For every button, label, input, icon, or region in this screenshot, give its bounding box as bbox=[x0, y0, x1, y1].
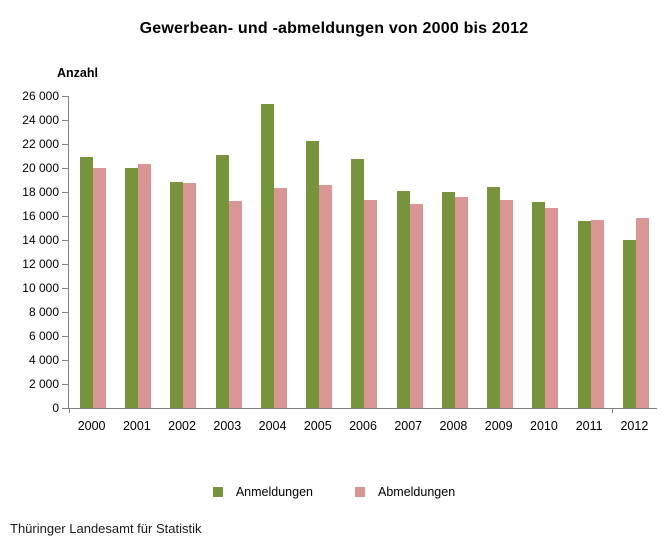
y-tick bbox=[62, 143, 68, 145]
x-axis-label-2006: 2006 bbox=[349, 419, 377, 433]
y-tick-label: 16 000 bbox=[22, 209, 59, 223]
x-axis-label-2007: 2007 bbox=[394, 419, 423, 433]
bar-anmeldungen-2011 bbox=[577, 221, 591, 408]
y-tick bbox=[62, 167, 68, 169]
bar-abmeldungen-2006 bbox=[364, 200, 378, 408]
legend-item-abmeldungen: Abmeldungen bbox=[355, 485, 455, 499]
x-tick bbox=[69, 408, 70, 413]
legend: Anmeldungen Abmeldungen bbox=[0, 485, 668, 499]
y-tick-label: 6 000 bbox=[28, 329, 59, 343]
y-tick bbox=[62, 335, 68, 337]
bar-anmeldungen-2012 bbox=[622, 240, 636, 408]
bar-abmeldungen-2009 bbox=[500, 200, 514, 408]
y-tick bbox=[62, 383, 68, 385]
bar-abmeldungen-2002 bbox=[183, 183, 197, 408]
y-axis-title: Anzahl bbox=[57, 66, 98, 80]
bar-anmeldungen-2000 bbox=[80, 157, 93, 408]
y-tick-label: 26 000 bbox=[22, 89, 59, 103]
bar-abmeldungen-2011 bbox=[590, 220, 604, 408]
source-note: Thüringer Landesamt für Statistik bbox=[10, 521, 202, 536]
bar-anmeldungen-2006 bbox=[351, 159, 365, 408]
x-axis-label-2002: 2002 bbox=[168, 419, 196, 433]
bar-abmeldungen-2012 bbox=[635, 218, 649, 408]
y-tick bbox=[62, 287, 68, 289]
x-axis-label-2004: 2004 bbox=[258, 419, 287, 433]
y-tick bbox=[62, 311, 68, 313]
chart-title: Gewerbean- und -abmeldungen von 2000 bis… bbox=[139, 20, 529, 37]
bar-anmeldungen-2008 bbox=[441, 192, 455, 408]
bar-anmeldungen-2010 bbox=[532, 202, 546, 408]
bar-abmeldungen-2004 bbox=[273, 188, 287, 408]
bar-anmeldungen-2007 bbox=[396, 191, 410, 408]
bar-abmeldungen-2008 bbox=[454, 197, 468, 408]
y-tick bbox=[62, 263, 68, 265]
bar-anmeldungen-2002 bbox=[170, 182, 184, 408]
legend-label-abmeldungen: Abmeldungen bbox=[378, 485, 456, 499]
y-tick-label: 24 000 bbox=[22, 113, 59, 127]
x-axis-label-2009: 2009 bbox=[484, 419, 513, 433]
y-tick-label: 12 000 bbox=[22, 257, 59, 271]
y-tick-label: 22 000 bbox=[22, 137, 59, 151]
bar-abmeldungen-2001 bbox=[138, 164, 152, 408]
x-tick bbox=[611, 408, 613, 413]
legend-swatch-anmeldungen bbox=[212, 487, 223, 497]
bar-anmeldungen-2004 bbox=[260, 104, 274, 408]
y-tick-label: 0 bbox=[52, 401, 59, 415]
y-tick bbox=[62, 119, 68, 121]
y-tick-label: 8 000 bbox=[28, 305, 59, 319]
x-axis-label-2008: 2008 bbox=[439, 419, 468, 433]
bar-anmeldungen-2003 bbox=[215, 155, 229, 408]
plot-area: 0 2 000 4 000 6 000 8 000 10 000 12 000 14 000 1… bbox=[22, 89, 657, 433]
y-tick-label: 2 000 bbox=[28, 377, 59, 391]
legend-label-anmeldungen: Anmeldungen bbox=[235, 485, 313, 499]
y-tick-label: 4 000 bbox=[28, 353, 59, 367]
y-tick-label: 14 000 bbox=[22, 233, 59, 247]
x-axis-label-2010: 2010 bbox=[530, 419, 558, 433]
x-axis-label-2005: 2005 bbox=[303, 419, 332, 433]
bar-abmeldungen-2003 bbox=[228, 201, 242, 408]
y-tick-label: 10 000 bbox=[22, 281, 59, 295]
x-axis-label-2000: 2000 bbox=[77, 419, 106, 433]
x-axis-label-2012: 2012 bbox=[620, 419, 649, 433]
legend-item-anmeldungen: Anmeldungen bbox=[212, 485, 313, 499]
x-axis-label-2001: 2001 bbox=[122, 419, 151, 433]
y-tick bbox=[62, 95, 68, 97]
bar-anmeldungen-2005 bbox=[306, 141, 320, 408]
x-axis-label-2011: 2011 bbox=[575, 419, 603, 433]
bar-abmeldungen-2000 bbox=[93, 168, 106, 408]
y-tick bbox=[62, 359, 68, 361]
bar-abmeldungen-2007 bbox=[409, 204, 423, 408]
bar-abmeldungen-2010 bbox=[545, 208, 559, 408]
bar-anmeldungen-2001 bbox=[125, 168, 139, 408]
y-tick bbox=[62, 191, 68, 193]
y-tick bbox=[62, 407, 68, 409]
bar-abmeldungen-2005 bbox=[319, 185, 333, 408]
y-tick bbox=[62, 239, 68, 241]
y-tick-label: 18 000 bbox=[22, 185, 59, 199]
legend-swatch-abmeldungen bbox=[355, 487, 365, 497]
y-tick-label: 20 000 bbox=[22, 161, 59, 175]
x-axis-label-2003: 2003 bbox=[213, 419, 242, 433]
bar-anmeldungen-2009 bbox=[487, 187, 501, 408]
y-tick bbox=[62, 215, 68, 217]
